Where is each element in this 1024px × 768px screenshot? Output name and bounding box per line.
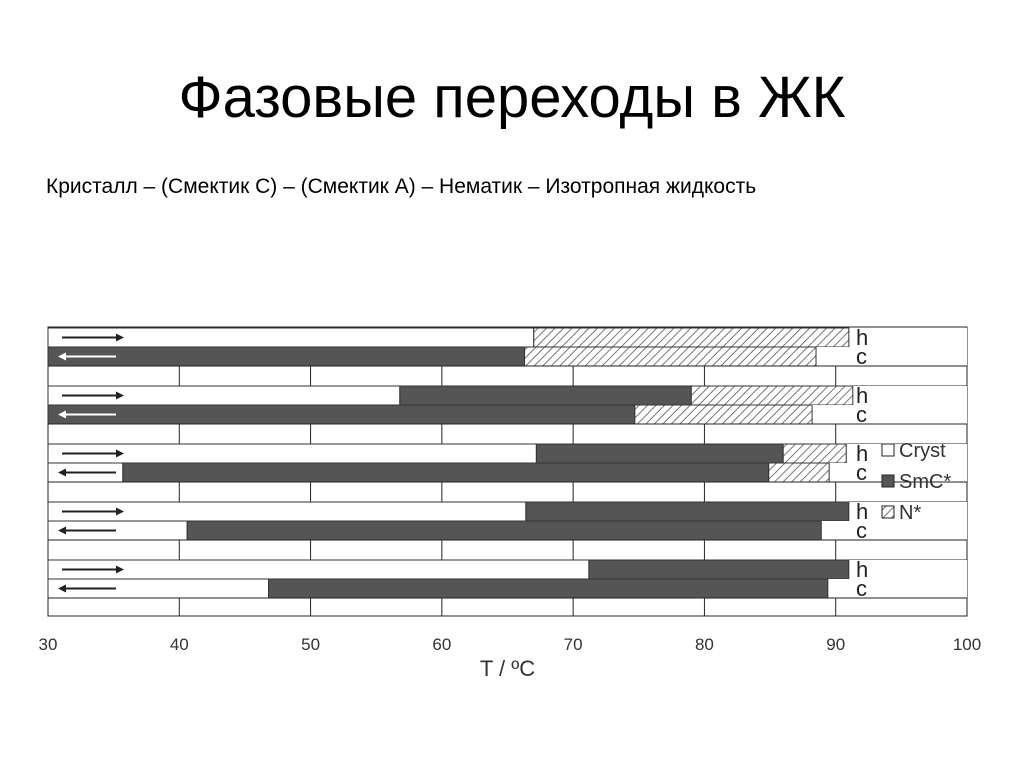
cooling-arrowhead [58,468,66,477]
x-tick-label: 90 [826,635,845,654]
legend-label: N* [899,502,921,524]
bar-segment-s1-r1-1 [634,404,813,425]
bar-segment-s0-r1-1 [524,346,817,367]
row-label-c: c [856,518,867,543]
row-label-h: h [856,441,868,466]
row-label-h: h [856,557,868,582]
heating-arrowhead [116,449,124,458]
x-tick-label: 70 [564,635,583,654]
legend-swatch-1 [881,474,895,488]
bar-segment-s0-r0-1 [533,327,850,348]
bar-segment-s2-r0-2 [782,443,847,464]
bar-segment-s4-r0-0 [47,559,590,580]
heating-arrowhead [116,391,124,400]
cooling-arrowhead [58,584,66,593]
cooling-arrowhead [58,410,66,419]
bar-segment-s4-r1-1 [268,578,829,599]
x-tick-label: 50 [301,635,320,654]
bar-segment-s1-r0-2 [690,385,854,406]
heating-arrowhead [116,507,124,516]
bar-segment-s2-r1-2 [768,462,830,483]
legend-swatch-0 [881,443,895,457]
legend-label: SmC* [899,471,951,493]
heating-arrowhead [116,565,124,574]
x-tick-label: 80 [695,635,714,654]
legend-swatch-2 [881,505,895,519]
row-label-c: c [856,344,867,369]
bar-segment-s2-r0-1 [535,443,784,464]
row-label-h: h [856,383,868,408]
x-tick-label: 100 [953,635,981,654]
bar-segment-s3-r0-1 [525,501,850,522]
row-label-c: c [856,460,867,485]
cooling-arrowhead [58,352,66,361]
bar-segment-s1-r0-1 [399,385,692,406]
x-axis-label: T / ºC [480,656,535,681]
row-label-h: h [856,499,868,524]
bar-segment-s0-r1-0 [47,346,526,367]
row-label-c: c [856,576,867,601]
phase-sequence-text: Кристалл – (Смектик С) – (Смектик А) – Н… [46,175,757,198]
slide-title: Фазовые переходы в ЖК [178,65,846,130]
heating-arrowhead [116,333,124,342]
bar-segment-s2-r1-1 [122,462,770,483]
x-tick-label: 60 [432,635,451,654]
x-tick-label: 30 [39,635,58,654]
row-label-h: h [856,325,868,350]
bar-segment-s1-r1-0 [47,404,636,425]
bar-segment-s4-r0-1 [588,559,850,580]
x-tick-label: 40 [170,635,189,654]
row-label-c: c [856,402,867,427]
legend-label: Cryst [899,440,946,462]
cooling-arrowhead [58,526,66,535]
bar-segment-s3-r1-1 [186,520,822,541]
